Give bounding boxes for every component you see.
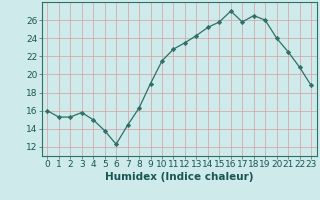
X-axis label: Humidex (Indice chaleur): Humidex (Indice chaleur) [105, 172, 253, 182]
